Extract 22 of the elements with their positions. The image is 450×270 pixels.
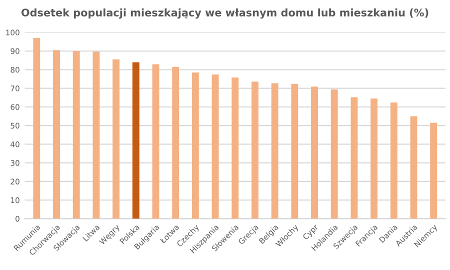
- bar: [410, 116, 418, 219]
- bar: [192, 72, 199, 219]
- bar: [132, 62, 140, 219]
- bar: [291, 84, 298, 219]
- chart-title: Odsetek populacji mieszkający we własnym domu lub mieszkaniu (%): [21, 8, 428, 19]
- bar: [212, 74, 219, 219]
- bar: [33, 38, 40, 219]
- bar: [172, 66, 180, 219]
- bar: [232, 77, 239, 219]
- bar: [152, 64, 160, 219]
- bar: [92, 52, 100, 219]
- bar: [390, 102, 398, 219]
- bar: [330, 89, 338, 219]
- bar: [430, 122, 438, 219]
- bar: [252, 82, 258, 219]
- bar: [112, 59, 120, 219]
- bar: [370, 98, 378, 219]
- bar: [350, 97, 358, 219]
- bar: [53, 50, 60, 219]
- bar: [311, 86, 318, 219]
- bar: [72, 51, 80, 219]
- bar: [271, 83, 278, 219]
